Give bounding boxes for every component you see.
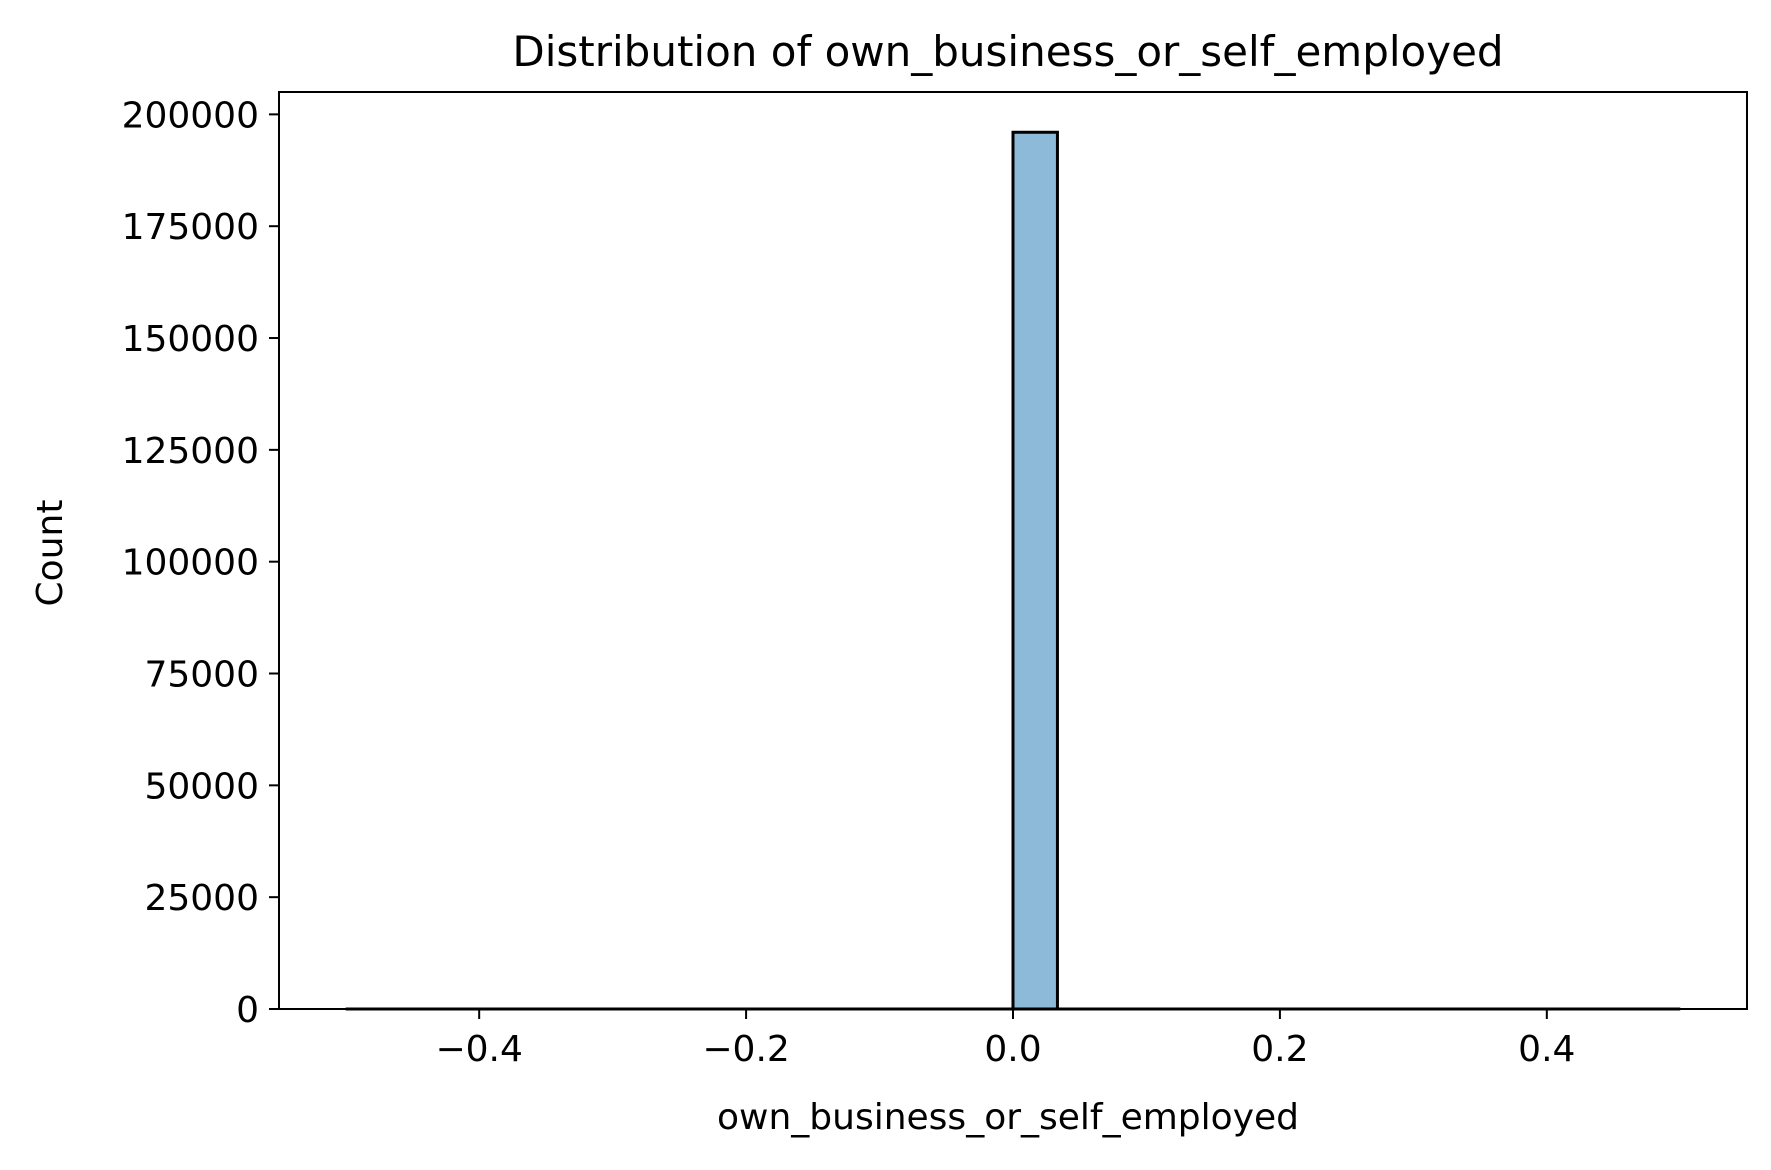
y-tick-label: 200000 [122,95,259,136]
y-tick-label: 0 [236,990,259,1031]
x-tick-label: −0.2 [702,1029,789,1070]
x-tick-label: 0.2 [1251,1029,1308,1070]
x-tick-label: −0.4 [435,1029,522,1070]
y-tick-label: 25000 [144,878,259,919]
x-axis-label: own_business_or_self_employed [717,1097,1299,1138]
y-axis-label: Count [30,500,71,607]
x-tick-label: 0.4 [1518,1029,1575,1070]
y-tick-label: 75000 [144,655,259,696]
y-tick-label: 125000 [122,431,259,472]
x-tick-label: 0.0 [984,1029,1041,1070]
y-tick-label: 100000 [122,543,259,584]
plot-area: −0.4 −0.2 0.0 0.2 0.4 0 25000 50000 75000 100000 1… [122,91,1748,1070]
y-tick-label: 50000 [144,766,259,807]
chart-title: Distribution of own_business_or_self_emp… [512,27,1503,76]
histogram-bar-0 [1011,130,1059,1011]
y-tick-label: 175000 [122,207,259,248]
y-tick-label: 150000 [122,319,259,360]
